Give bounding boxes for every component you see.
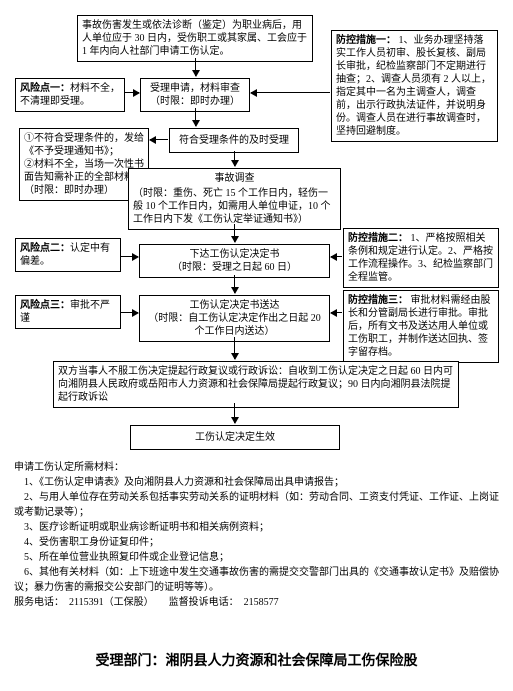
materials-line1: 1、《工伤认定申请表》及向湘阴县人力资源和社会保障局出具申请报告；: [14, 475, 499, 490]
arrow: [234, 403, 235, 423]
prevent3-label: 防控措施三：: [348, 295, 408, 306]
arrow: [234, 275, 235, 293]
arrow: [234, 151, 235, 166]
node-deliver: 工伤认定决定书送达 （时限：自工伤认定决定作出之日起 20 个工作日内送达）: [139, 295, 330, 342]
node-appeal: 双方当事人不服工伤决定提起行政复议或行政诉讼：自收到工伤认定决定之日起 60 日…: [53, 361, 459, 408]
materials-heading: 申请工伤认定所需材料：: [14, 460, 499, 475]
node-risk3: 风险点三：审批不严谨: [15, 295, 121, 329]
footer-title: 受理部门：湘阴县人力资源和社会保障局工伤保险股: [0, 650, 513, 670]
materials-line5: 5、所在单位营业执照复印件或企业登记信息；: [14, 550, 499, 565]
arrow: [251, 92, 330, 93]
materials-line3: 3、医疗诊断证明或职业病诊断证明书和相关病例资料；: [14, 520, 499, 535]
arrow: [150, 139, 168, 140]
materials-line4: 4、受伤害职工身份证复印件；: [14, 535, 499, 550]
materials-phone: 服务电话： 2115391（工保股） 监督投诉电话： 2158577: [14, 595, 499, 610]
arrow: [234, 337, 235, 359]
prevent2-label: 防控措施二：: [348, 233, 408, 244]
investigate-text: （时限：重伤、死亡 15 个工作日内，轻伤一般 10 个工作日内，如需用人单位申…: [133, 187, 336, 226]
node-prevent1: 防控措施一： 1、业务办理坚持落实工作人员初审、股长复核、副局长审批，纪检监察部…: [331, 30, 498, 142]
node-prevent3: 防控措施三： 审批材料需经由股长和分管副局长进行审批。审批后，所有文书及送达用人…: [343, 290, 499, 363]
arrow: [234, 224, 235, 242]
materials-section: 申请工伤认定所需材料： 1、《工伤认定申请表》及向湘阴县人力资源和社会保障局出具…: [14, 460, 499, 610]
risk1-label: 风险点一：: [20, 83, 70, 94]
node-risk1: 风险点一：材料不全，不清理即受理。: [15, 78, 125, 112]
node-receive: 受理申请，材料审查 （时限：即时办理）: [140, 78, 250, 112]
prevent1-label: 防控措施一：: [336, 35, 396, 46]
node-accept: 符合受理条件的及时受理: [169, 128, 299, 153]
risk3-label: 风险点三：: [20, 300, 70, 311]
arrow: [121, 256, 138, 257]
node-start: 事故伤害发生或依法诊断（鉴定）为职业病后，用人单位应于 30 日内，受伤职工或其…: [77, 15, 313, 62]
arrow: [121, 312, 138, 313]
risk2-label: 风险点二：: [20, 243, 70, 254]
arrow: [195, 108, 196, 126]
node-risk2: 风险点二：认定中有偏差。: [15, 238, 121, 272]
node-prevent2: 防控措施二： 1、严格按照相关条例和规定进行认定。2、严格按工作流程操作。3、纪…: [343, 228, 499, 288]
investigate-title: 事故调查: [133, 172, 336, 185]
node-investigate: 事故调查 （时限：重伤、死亡 15 个工作日内，轻伤一般 10 个工作日内，如需…: [128, 168, 341, 230]
arrow: [331, 256, 342, 257]
node-decision: 下达工伤认定决定书 （时限：受理之日起 60 日）: [139, 244, 330, 278]
arrow: [331, 312, 342, 313]
materials-line2: 2、与用人单位存在劳动关系包括事实劳动关系的证明材料（如：劳动合同、工资支付凭证…: [14, 490, 499, 520]
arrow: [195, 58, 196, 76]
node-effective: 工伤认定决定生效: [130, 425, 340, 450]
prevent1-text: 1、业务办理坚持落实工作人员初审、股长复核、副局长审批，纪检监察部门不定期进行抽…: [336, 35, 491, 137]
arrow: [125, 92, 139, 93]
materials-line6: 6、其他有关材料（如：上下班途中发生交通事故伤害的需提交交警部门出具的《交通事故…: [14, 565, 499, 595]
